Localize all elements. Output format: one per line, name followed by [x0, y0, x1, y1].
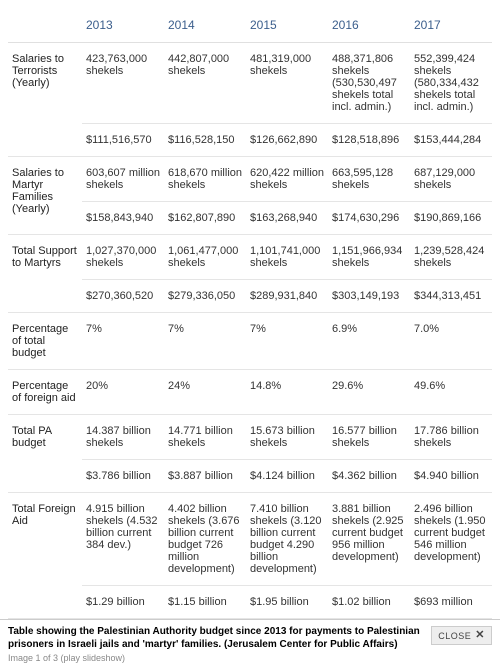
cell: $4.124 billion [246, 460, 328, 493]
row-label: Salaries to Martyr Families (Yearly) [8, 157, 82, 235]
cell: 7% [246, 313, 328, 370]
cell: $174,630,296 [328, 202, 410, 235]
cell: $303,149,193 [328, 280, 410, 313]
cell: 442,807,000 shekels [164, 43, 246, 124]
row-label: Total PA budget [8, 415, 82, 493]
data-row: Total Support to Martyrs1,027,370,000 sh… [8, 235, 492, 280]
cell: 7% [82, 313, 164, 370]
cell: 17.786 billion shekels [410, 415, 492, 460]
cell: 1,151,966,934 shekels [328, 235, 410, 280]
cell: 7.0% [410, 313, 492, 370]
cell: $693 million [410, 586, 492, 619]
cell: 14.771 billion shekels [164, 415, 246, 460]
cell: $126,662,890 [246, 124, 328, 157]
cell: $3.786 billion [82, 460, 164, 493]
cell: 3.881 billion shekels (2.925 current bud… [328, 493, 410, 586]
cell: $162,807,890 [164, 202, 246, 235]
cell: 423,763,000 shekels [82, 43, 164, 124]
col-2013: 2013 [82, 8, 164, 43]
col-2017: 2017 [410, 8, 492, 43]
data-row: Percentage of total budget7%7%7%6.9%7.0% [8, 313, 492, 370]
col-2014: 2014 [164, 8, 246, 43]
close-button[interactable]: CLOSE ✕ [431, 626, 492, 645]
cell: 49.6% [410, 370, 492, 415]
cell: 7% [164, 313, 246, 370]
data-row: Salaries to Martyr Families (Yearly)603,… [8, 157, 492, 202]
data-row: Percentage of foreign aid20%24%14.8%29.6… [8, 370, 492, 415]
col-2016: 2016 [328, 8, 410, 43]
cell: $289,931,840 [246, 280, 328, 313]
cell: $1.15 billion [164, 586, 246, 619]
cell: $270,360,520 [82, 280, 164, 313]
cell: 663,595,128 shekels [328, 157, 410, 202]
row-label: Total Support to Martyrs [8, 235, 82, 313]
cell: 6.9% [328, 313, 410, 370]
caption-text: Table showing the Palestinian Authority … [8, 626, 423, 651]
col-2015: 2015 [246, 8, 328, 43]
row-label: Percentage of foreign aid [8, 370, 82, 415]
cell: 1,239,528,424 shekels [410, 235, 492, 280]
cell: $3.887 billion [164, 460, 246, 493]
row-label: Percentage of total budget [8, 313, 82, 370]
budget-table: 2013 2014 2015 2016 2017 Salaries to Ter… [8, 8, 492, 619]
cell: 603,607 million shekels [82, 157, 164, 202]
cell: 20% [82, 370, 164, 415]
cell: 1,101,741,000 shekels [246, 235, 328, 280]
cell: $128,518,896 [328, 124, 410, 157]
cell: 552,399,424 shekels (580,334,432 shekels… [410, 43, 492, 124]
cell: $1.95 billion [246, 586, 328, 619]
close-icon: ✕ [475, 630, 485, 641]
cell: $279,336,050 [164, 280, 246, 313]
cell: 620,422 million shekels [246, 157, 328, 202]
cell: $158,843,940 [82, 202, 164, 235]
cell: $190,869,166 [410, 202, 492, 235]
data-row: Total PA budget14.387 billion shekels14.… [8, 415, 492, 460]
cell: 488,371,806 shekels (530,530,497 shekels… [328, 43, 410, 124]
cell: 687,129,000 shekels [410, 157, 492, 202]
cell: 1,061,477,000 shekels [164, 235, 246, 280]
cell: 24% [164, 370, 246, 415]
cell: $153,444,284 [410, 124, 492, 157]
cell: 29.6% [328, 370, 410, 415]
cell: 4.402 billion shekels (3.676 billion cur… [164, 493, 246, 586]
cell: 14.387 billion shekels [82, 415, 164, 460]
cell: $1.02 billion [328, 586, 410, 619]
caption-bar: Table showing the Palestinian Authority … [0, 619, 500, 667]
data-row: Salaries to Terrorists (Yearly)423,763,0… [8, 43, 492, 124]
close-label: CLOSE [438, 631, 471, 641]
cell: 7.410 billion shekels (3.120 billion cur… [246, 493, 328, 586]
cell: $111,516,570 [82, 124, 164, 157]
cell: 618,670 million shekels [164, 157, 246, 202]
cell: $163,268,940 [246, 202, 328, 235]
caption-sub[interactable]: Image 1 of 3 (play slideshow) [8, 653, 423, 663]
cell: $1.29 billion [82, 586, 164, 619]
cell: 4.915 billion shekels (4.532 billion cur… [82, 493, 164, 586]
cell: 14.8% [246, 370, 328, 415]
cell: $4.362 billion [328, 460, 410, 493]
cell: $344,313,451 [410, 280, 492, 313]
cell: 2.496 billion shekels (1.950 current bud… [410, 493, 492, 586]
cell: 16.577 billion shekels [328, 415, 410, 460]
cell: 15.673 billion shekels [246, 415, 328, 460]
cell: 1,027,370,000 shekels [82, 235, 164, 280]
row-label: Total Foreign Aid [8, 493, 82, 619]
header-row: 2013 2014 2015 2016 2017 [8, 8, 492, 43]
cell: 481,319,000 shekels [246, 43, 328, 124]
row-label: Salaries to Terrorists (Yearly) [8, 43, 82, 157]
cell: $4.940 billion [410, 460, 492, 493]
cell: $116,528,150 [164, 124, 246, 157]
data-row: Total Foreign Aid4.915 billion shekels (… [8, 493, 492, 586]
